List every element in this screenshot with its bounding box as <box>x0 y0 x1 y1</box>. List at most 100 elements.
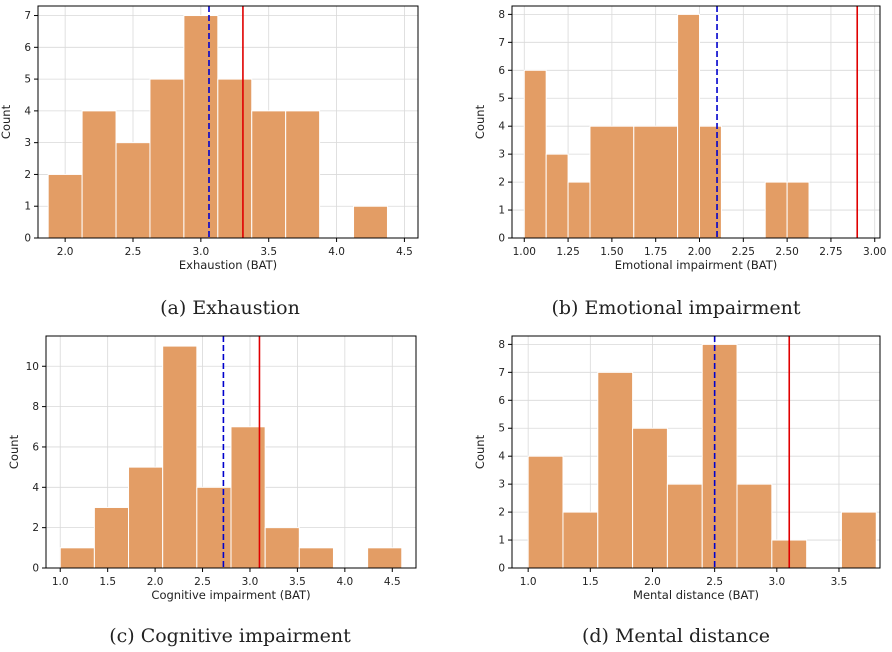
histogram-bar <box>677 13 701 239</box>
histogram-bar <box>523 69 547 239</box>
caption-cognitive-impairment: (c) Cognitive impairment <box>109 625 351 647</box>
y-tick-label: 6 <box>498 65 505 77</box>
x-tick-label: 2.75 <box>819 246 842 258</box>
caption-exhaustion: (a) Exhaustion <box>160 297 300 319</box>
histogram-emotional-impairment: 1.00 1.25 1.50 1.75 2.00 2.25 2.50 2.75 3.00 0 1 2 3… <box>446 0 892 272</box>
histogram-exhaustion: 2.0 2.5 3.0 3.5 4.0 4.5 0 1 2 3 4 5 6 7 Exhaustion (BA… <box>0 0 446 272</box>
x-tick-label: 3.0 <box>193 246 210 258</box>
caption-emotional-impairment: (b) Emotional impairment <box>551 297 801 319</box>
histogram-bar <box>367 547 403 569</box>
y-tick-label: 7 <box>498 37 505 49</box>
histogram-bar <box>115 142 151 239</box>
histogram-bar <box>633 125 679 239</box>
y-tick-label: 8 <box>32 401 39 413</box>
chart-svg-exhaustion: 2.0 2.5 3.0 3.5 4.0 4.5 0 1 2 3 4 5 6 7 Exhaustion (BA… <box>0 5 419 272</box>
histogram-bar <box>632 427 668 569</box>
y-tick-label: 1 <box>498 535 505 547</box>
chart-svg-mental-distance: 1.0 1.5 2.0 2.5 3.0 3.5 0 1 2 3 4 5 6 7 8 Mental distan… <box>473 335 881 602</box>
x-tick-label: 1.0 <box>52 576 69 588</box>
histogram-bar <box>701 343 738 569</box>
x-tick-label: 1.75 <box>644 246 667 258</box>
histogram-bar <box>545 153 569 239</box>
x-tick-label: 3.0 <box>768 576 785 588</box>
y-axis-label: Count <box>473 434 487 469</box>
histogram-bar <box>162 345 198 569</box>
histogram-bar <box>353 205 388 239</box>
histogram-bar <box>736 483 773 569</box>
x-tick-label: 4.5 <box>384 576 401 588</box>
x-tick-label: 4.0 <box>336 576 353 588</box>
x-tick-label: 1.50 <box>600 246 623 258</box>
plot-frame <box>45 335 417 569</box>
x-tick-label: 1.5 <box>99 576 116 588</box>
histogram-bar <box>786 181 810 239</box>
y-tick-label: 5 <box>498 93 505 105</box>
x-tick-label: 3.5 <box>260 246 277 258</box>
y-tick-label: 6 <box>24 42 31 54</box>
x-tick-label: 4.5 <box>396 246 413 258</box>
histogram-bar <box>128 466 164 569</box>
histogram-bar <box>81 110 117 239</box>
histogram-bar <box>93 506 130 569</box>
y-tick-label: 6 <box>32 441 39 453</box>
y-tick-label: 1 <box>24 201 31 213</box>
histogram-bar <box>527 455 564 569</box>
y-tick-label: 8 <box>498 9 505 21</box>
y-tick-label: 7 <box>498 367 505 379</box>
x-tick-label: 2.5 <box>125 246 142 258</box>
y-axis-label: Count <box>473 104 487 139</box>
x-axis-label: Mental distance (BAT) <box>633 588 759 602</box>
histogram-bar <box>764 181 788 239</box>
x-tick-label: 2.5 <box>706 576 723 588</box>
y-tick-label: 5 <box>498 423 505 435</box>
y-tick-label: 4 <box>32 482 39 494</box>
chart-svg-emotional-impairment: 1.00 1.25 1.50 1.75 2.00 2.25 2.50 2.75 3.00 0 1 2 3… <box>473 5 886 272</box>
y-tick-label: 6 <box>498 395 505 407</box>
histogram-bar <box>589 125 635 239</box>
x-tick-label: 2.0 <box>57 246 74 258</box>
x-tick-label: 2.25 <box>732 246 755 258</box>
y-tick-label: 2 <box>24 169 31 181</box>
histogram-cognitive-impairment: 1.0 1.5 2.0 2.5 3.0 3.5 4.0 4.5 0 2 4 6 8 10 Cognitive… <box>0 330 446 602</box>
y-tick-label: 0 <box>32 563 39 575</box>
x-tick-label: 3.00 <box>863 246 886 258</box>
x-tick-label: 2.0 <box>147 576 164 588</box>
histogram-bar <box>47 173 83 239</box>
x-tick-label: 2.5 <box>194 576 211 588</box>
histogram-bar <box>196 486 232 569</box>
y-tick-label: 4 <box>24 105 31 117</box>
x-tick-label: 3.5 <box>831 576 848 588</box>
histogram-bar <box>217 78 253 239</box>
y-tick-label: 7 <box>24 10 31 22</box>
histogram-bar <box>840 511 877 569</box>
x-tick-label: 1.0 <box>520 576 537 588</box>
y-tick-label: 4 <box>498 121 505 133</box>
x-tick-label: 2.50 <box>775 246 798 258</box>
histogram-bar <box>149 78 185 239</box>
plot-frame <box>511 335 881 569</box>
histogram-bar <box>298 547 334 569</box>
x-tick-label: 3.0 <box>242 576 259 588</box>
y-tick-label: 0 <box>498 233 505 245</box>
x-tick-label: 2.00 <box>688 246 711 258</box>
y-tick-label: 4 <box>498 451 505 463</box>
caption-mental-distance: (d) Mental distance <box>581 625 771 647</box>
x-axis-label: Exhaustion (BAT) <box>179 258 277 272</box>
y-tick-label: 1 <box>498 205 505 217</box>
y-tick-label: 10 <box>26 361 39 373</box>
x-tick-label: 1.00 <box>513 246 536 258</box>
x-axis-label: Cognitive impairment (BAT) <box>151 588 310 602</box>
y-tick-label: 3 <box>498 149 505 161</box>
x-tick-label: 2.0 <box>644 576 661 588</box>
y-axis-label: Count <box>0 104 13 139</box>
x-tick-label: 1.25 <box>556 246 579 258</box>
y-tick-label: 3 <box>498 479 505 491</box>
histogram-bar <box>264 527 300 569</box>
x-tick-label: 3.5 <box>289 576 306 588</box>
histogram-bar <box>562 511 599 569</box>
histogram-bar <box>666 483 703 569</box>
y-tick-label: 2 <box>32 522 39 534</box>
y-tick-label: 0 <box>24 233 31 245</box>
y-tick-label: 2 <box>498 507 505 519</box>
histogram-mental-distance: 1.0 1.5 2.0 2.5 3.0 3.5 0 1 2 3 4 5 6 7 8 Mental distan… <box>446 330 892 602</box>
